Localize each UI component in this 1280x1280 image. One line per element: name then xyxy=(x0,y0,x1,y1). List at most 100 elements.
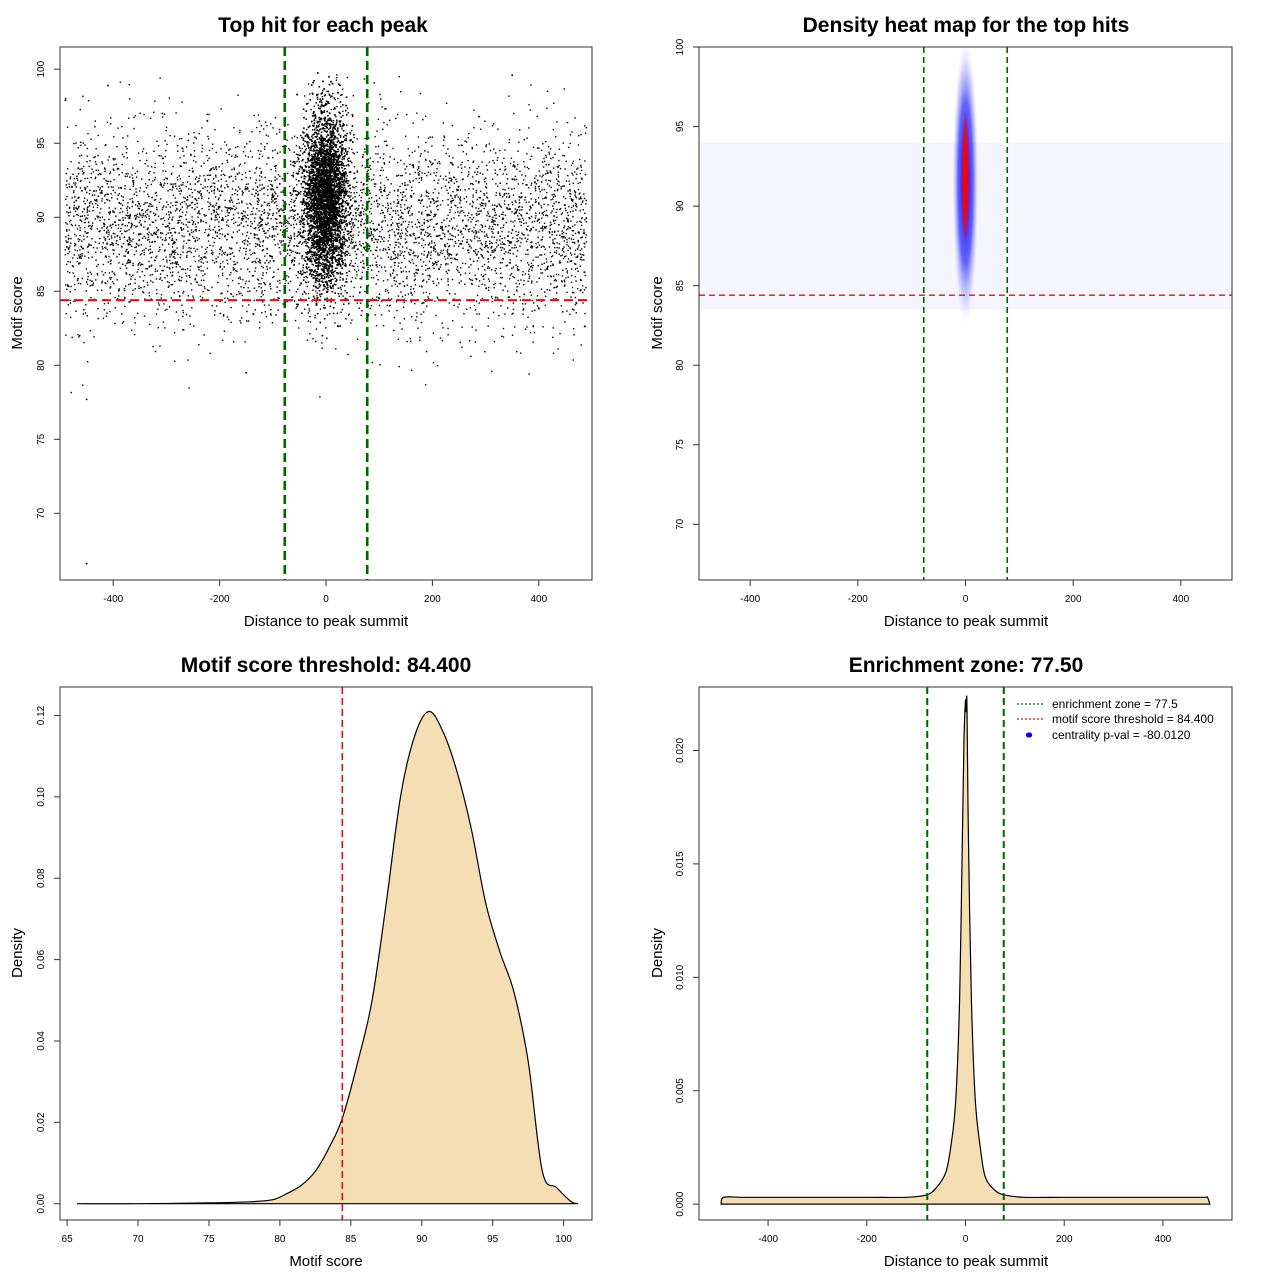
scatter-point xyxy=(138,216,140,218)
scatter-point xyxy=(114,191,116,194)
scatter-point xyxy=(126,148,128,150)
scatter-point xyxy=(463,211,465,214)
scatter-point xyxy=(77,238,79,240)
scatter-point xyxy=(221,274,224,276)
scatter-point xyxy=(505,196,508,198)
scatter-point xyxy=(552,128,555,131)
scatter-point xyxy=(134,282,136,284)
scatter-point xyxy=(182,181,184,184)
scatter-point xyxy=(530,215,533,218)
scatter-point xyxy=(517,239,520,242)
scatter-point xyxy=(127,258,130,261)
scatter-point xyxy=(419,285,421,288)
scatter-point xyxy=(425,231,427,233)
scatter-point xyxy=(478,213,481,215)
scatter-point xyxy=(563,227,565,229)
scatter-point xyxy=(381,221,383,223)
scatter-point xyxy=(507,204,510,206)
scatter-point xyxy=(305,267,308,269)
scatter-point xyxy=(427,253,429,256)
scatter-point xyxy=(470,240,473,242)
scatter-point xyxy=(294,209,297,212)
scatter-point xyxy=(217,275,220,277)
scatter-point xyxy=(254,172,256,174)
scatter-point xyxy=(101,190,103,192)
scatter-point xyxy=(172,194,175,197)
scatter-point xyxy=(391,228,393,231)
scatter-point xyxy=(557,171,560,173)
scatter-point xyxy=(564,207,566,210)
scatter-point xyxy=(321,347,323,349)
scatter-point xyxy=(518,212,521,215)
scatter-point xyxy=(78,263,80,265)
scatter-point xyxy=(233,168,235,171)
scatter-point xyxy=(338,295,341,297)
scatter-point xyxy=(242,210,245,212)
scatter-point xyxy=(394,210,397,212)
scatter-point xyxy=(171,266,174,269)
scatter-point xyxy=(427,251,430,253)
scatter-point xyxy=(502,289,504,291)
scatter-point xyxy=(516,208,519,211)
scatter-point xyxy=(171,234,173,237)
scatter-point xyxy=(460,206,462,208)
scatter-point xyxy=(127,244,130,246)
scatter-point xyxy=(210,252,213,254)
scatter-point xyxy=(171,283,174,286)
scatter-point xyxy=(162,206,164,209)
scatter-point xyxy=(408,221,410,223)
scatter-point xyxy=(442,232,444,234)
scatter-point xyxy=(348,232,350,235)
scatter-point xyxy=(468,167,471,169)
scatter-point xyxy=(198,266,200,268)
scatter-point xyxy=(411,189,413,192)
scatter-point xyxy=(364,166,367,169)
scatter-point xyxy=(427,213,430,216)
scatter-point xyxy=(409,173,411,175)
scatter-point xyxy=(339,232,342,234)
scatter-point xyxy=(323,288,325,290)
scatter-point xyxy=(397,218,400,220)
scatter-point xyxy=(146,281,149,284)
scatter-point xyxy=(330,252,332,255)
scatter-point xyxy=(390,275,392,277)
scatter-point xyxy=(391,216,394,218)
scatter-point xyxy=(581,254,583,256)
scatter-point xyxy=(560,213,563,216)
scatter-point xyxy=(535,175,537,177)
scatter-point xyxy=(489,242,491,245)
scatter-point xyxy=(538,277,540,280)
scatter-point xyxy=(384,220,387,222)
scatter-point xyxy=(507,239,509,242)
scatter-point xyxy=(303,194,306,197)
scatter-point xyxy=(318,194,320,196)
scatter-point xyxy=(367,175,370,178)
scatter-point xyxy=(258,210,260,212)
scatter-point xyxy=(386,197,389,199)
scatter-point xyxy=(387,178,389,181)
scatter-point xyxy=(381,300,383,302)
scatter-point xyxy=(277,309,279,311)
scatter-point xyxy=(75,207,77,209)
scatter-point xyxy=(301,236,303,238)
scatter-point xyxy=(150,256,153,259)
scatter-point xyxy=(203,256,205,258)
scatter-point xyxy=(555,234,558,236)
scatter-point xyxy=(410,291,412,294)
scatter-point xyxy=(437,209,439,211)
scatter-point xyxy=(90,227,92,230)
scatter-point xyxy=(194,278,196,280)
scatter-point xyxy=(103,309,106,311)
scatter-point xyxy=(422,302,424,304)
scatter-point xyxy=(278,131,281,133)
scatter-point xyxy=(356,171,359,173)
scatter-point xyxy=(381,128,384,130)
scatter-point xyxy=(292,201,295,204)
scatter-point xyxy=(479,239,481,242)
scatter-point xyxy=(126,239,128,242)
scatter-point xyxy=(79,187,82,189)
scatter-point xyxy=(251,223,253,225)
scatter-point xyxy=(234,193,236,195)
scatter-point xyxy=(209,203,212,206)
scatter-point xyxy=(314,297,316,299)
